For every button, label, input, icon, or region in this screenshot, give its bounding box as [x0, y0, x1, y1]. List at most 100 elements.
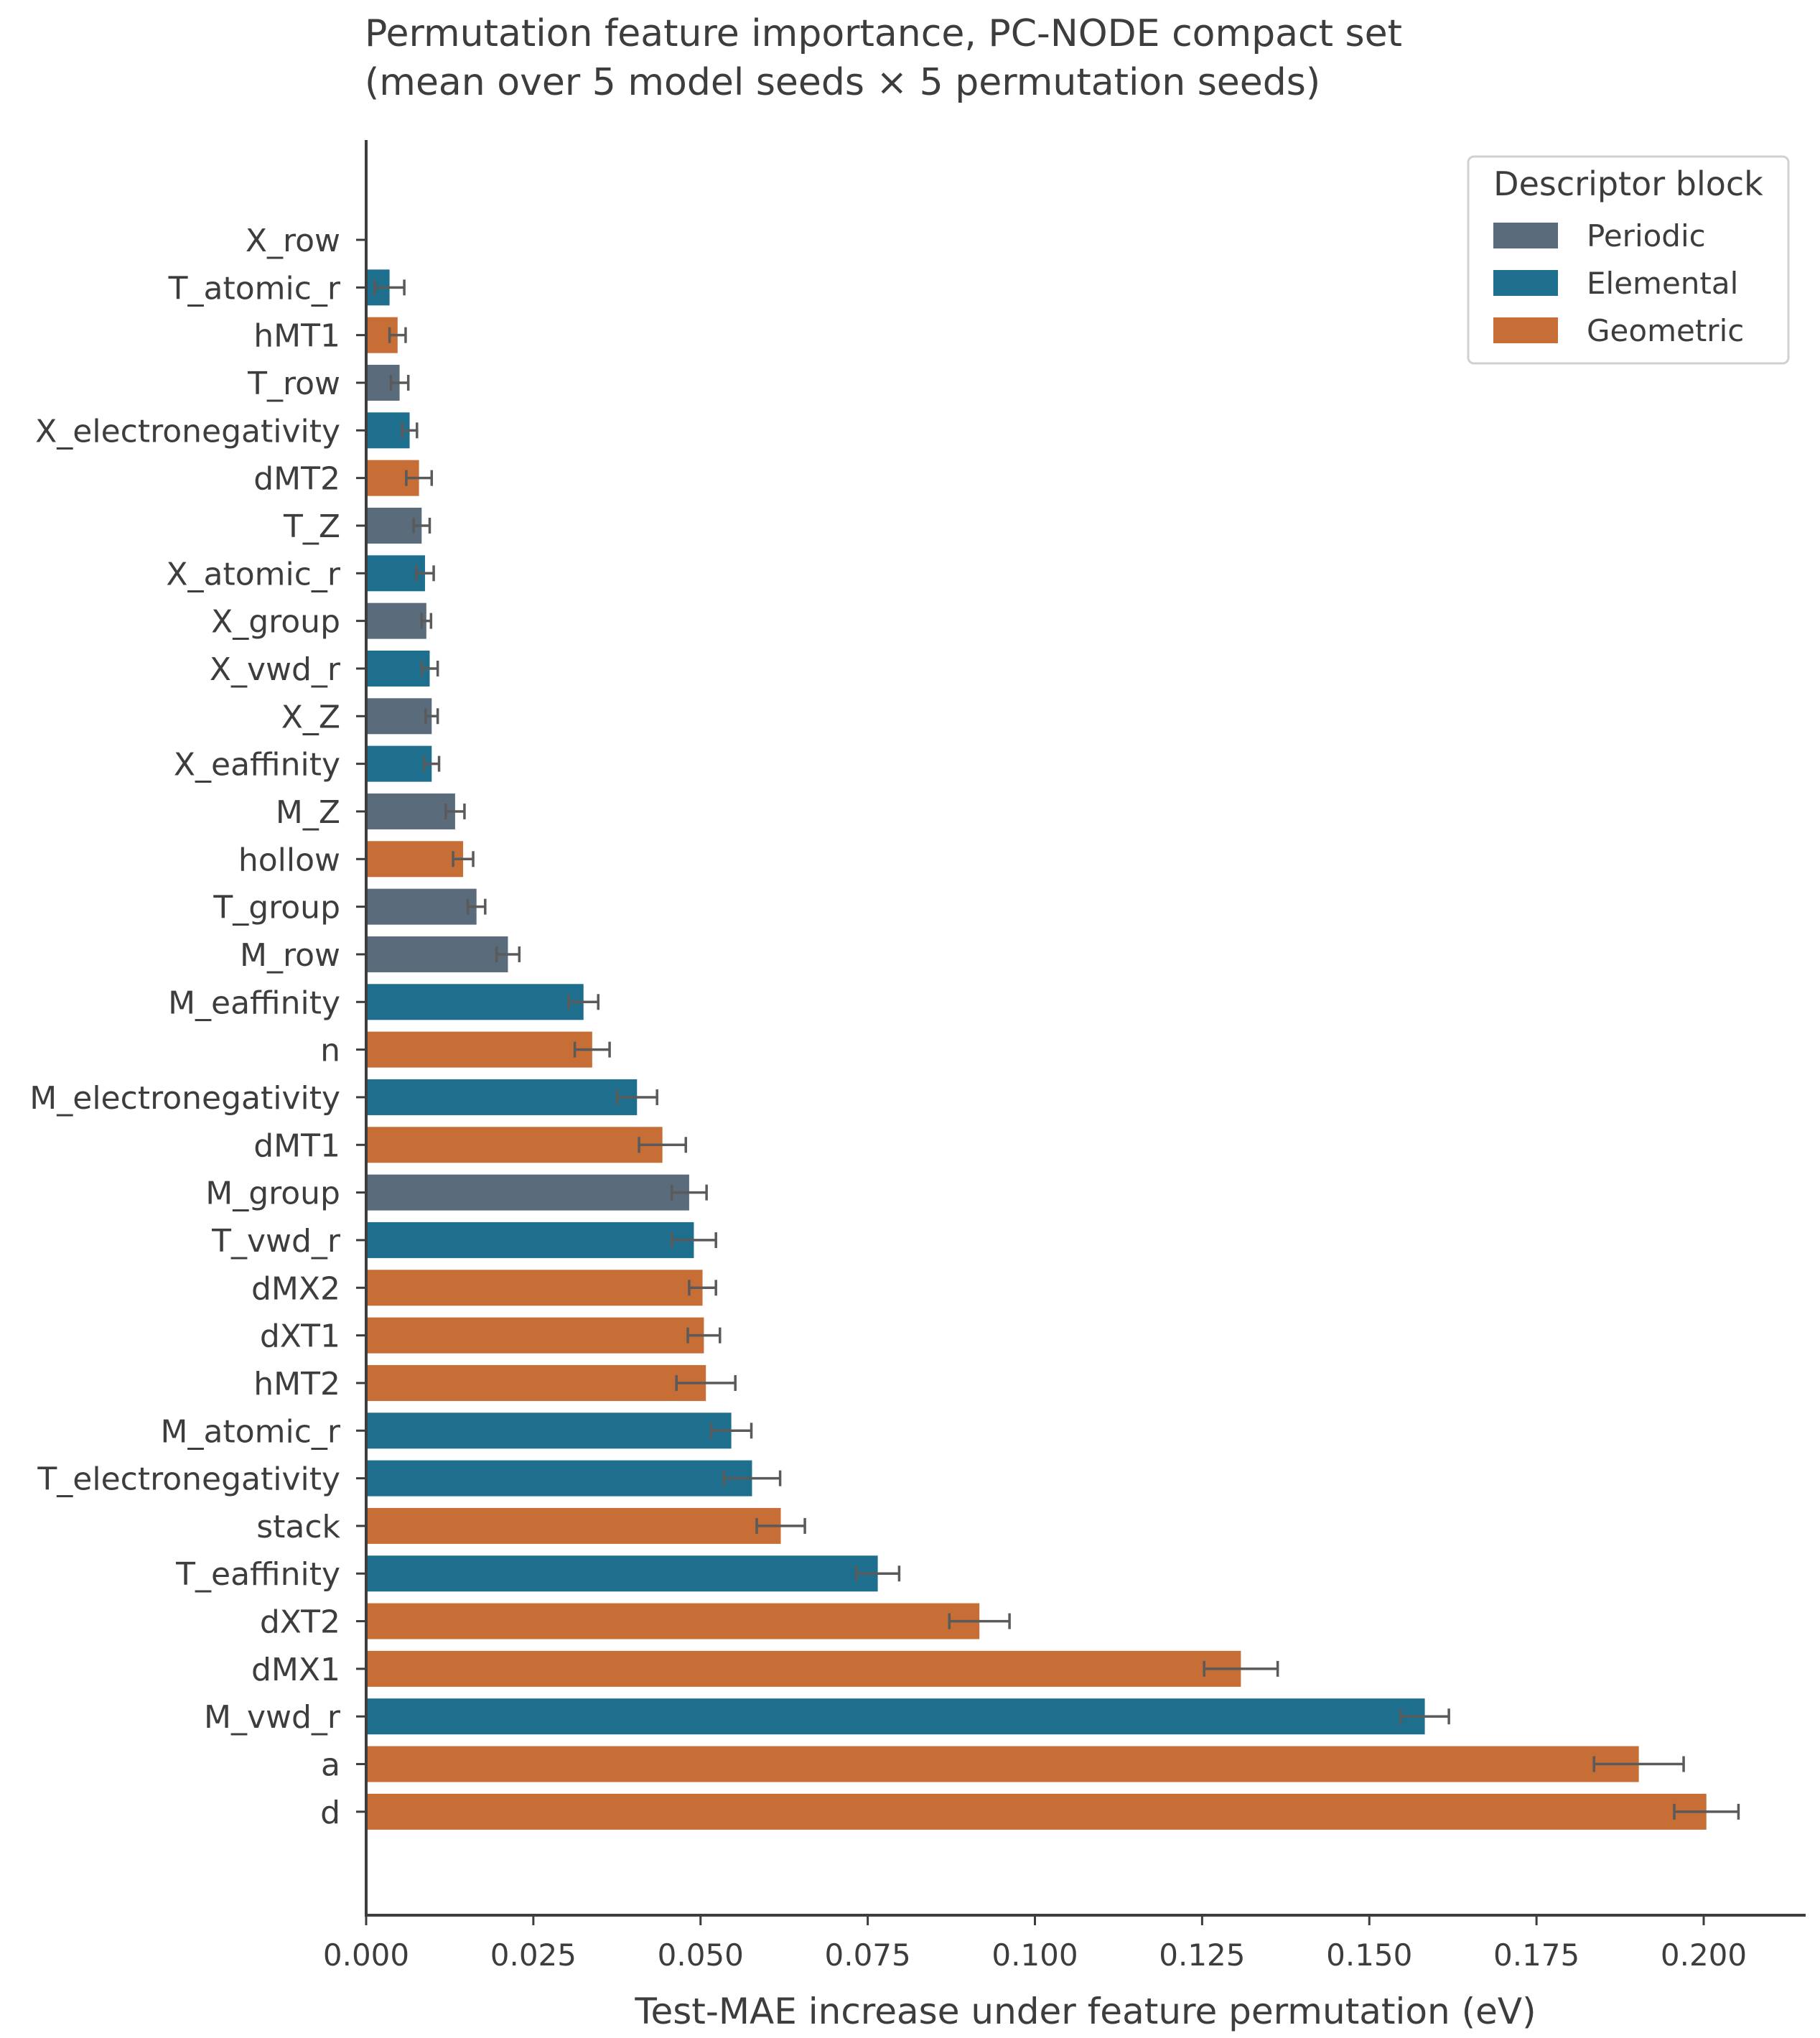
- errorbar-dmx2: [688, 1280, 717, 1296]
- x-tick-label-0.175: 0.175: [1493, 1937, 1579, 1973]
- y-tick-label-m-z: M_Z: [276, 794, 340, 831]
- errorbar-x-atomic-r: [415, 565, 435, 582]
- errorbar-a: [1592, 1756, 1685, 1772]
- bar-m-electronegativity: [366, 1079, 638, 1115]
- legend-label-periodic: Periodic: [1587, 218, 1706, 253]
- y-tick-label-hollow: hollow: [238, 842, 340, 878]
- y-tick-labels: X_row T_atomic_r hMT1 T_row X_electronegativ…: [29, 223, 366, 1831]
- bar-x-eaffinity: [366, 745, 432, 782]
- bar-m-group: [366, 1174, 689, 1211]
- bar-t-electronegativity: [366, 1460, 752, 1497]
- errorbar-m-vwd-r: [1399, 1708, 1450, 1725]
- y-tick-label-m-group: M_group: [205, 1176, 340, 1212]
- bar-hmt2: [366, 1364, 706, 1401]
- errorbar-x-vwd-r: [420, 660, 439, 676]
- bar-dxt1: [366, 1317, 704, 1354]
- errorbar-dmx1: [1203, 1660, 1279, 1677]
- errorbar-x-z: [424, 708, 439, 725]
- errorbar-m-z: [444, 803, 466, 819]
- errorbar-m-electronegativity: [615, 1089, 658, 1105]
- y-tick-label-x-z: X_Z: [281, 699, 340, 735]
- bar-n: [366, 1031, 592, 1068]
- bar-m-eaffinity: [366, 984, 584, 1020]
- bar-dmx2: [366, 1270, 703, 1306]
- errorbar-dmt2: [405, 470, 434, 486]
- legend: Descriptor block Periodic Elemental Geomet…: [1467, 155, 1790, 365]
- y-tick-label-x-electronegativity: X_electronegativity: [35, 413, 340, 450]
- x-tick-label-0.075: 0.075: [825, 1937, 911, 1973]
- chart-title-line1: Permutation feature importance, PC-NODE …: [365, 12, 1402, 55]
- y-tick-label-t-group: T_group: [213, 890, 340, 926]
- y-tick-label-a: a: [321, 1747, 340, 1784]
- errorbar-stack: [755, 1517, 806, 1534]
- bar-stack: [366, 1507, 781, 1544]
- y-tick-label-x-group: X_group: [211, 604, 340, 641]
- y-tick-label-hmt1: hMT1: [253, 318, 340, 355]
- y-tick-label-d: d: [320, 1795, 340, 1831]
- legend-swatch-periodic: [1493, 223, 1558, 248]
- legend-frame: [1467, 155, 1790, 365]
- bar-d: [366, 1793, 1707, 1830]
- errorbar-m-eaffinity: [567, 994, 599, 1010]
- y-tick-label-hmt2: hMT2: [253, 1366, 340, 1402]
- legend-entries: Periodic Elemental Geometric: [1493, 218, 1744, 348]
- errorbar-d: [1673, 1803, 1740, 1820]
- bar-dmt1: [366, 1127, 663, 1163]
- errorbar-x-eaffinity: [423, 755, 441, 772]
- y-tick-label-t-row: T_row: [247, 366, 340, 402]
- bar-m-z: [366, 793, 455, 829]
- errorbar-layer: [373, 279, 1740, 1820]
- y-tick-label-x-atomic-r: X_atomic_r: [166, 556, 341, 592]
- x-tick-label-0.150: 0.150: [1326, 1937, 1412, 1973]
- errorbar-hmt2: [675, 1374, 737, 1391]
- errorbar-t-atomic-r: [373, 279, 406, 296]
- errorbar-t-vwd-r: [670, 1232, 717, 1248]
- y-tick-label-m-eaffinity: M_eaffinity: [168, 985, 340, 1021]
- y-tick-label-x-eaffinity: X_eaffinity: [174, 747, 340, 783]
- bar-dxt2: [366, 1603, 980, 1639]
- errorbar-m-group: [670, 1184, 708, 1201]
- x-axis: 0.000 0.025 0.050 0.075 0.100 0.125 0.150 0.175…: [323, 1915, 1747, 1973]
- y-tick-label-x-row: X_row: [246, 223, 340, 259]
- legend-title: Descriptor block: [1493, 164, 1763, 203]
- bar-t-vwd-r: [366, 1222, 694, 1258]
- bar-t-group: [366, 888, 477, 925]
- x-tick-label-0.200: 0.200: [1661, 1937, 1747, 1973]
- errorbar-t-eaffinity: [855, 1565, 901, 1582]
- y-tick-label-dmt2: dMT2: [253, 461, 340, 498]
- errorbar-x-group: [420, 613, 433, 629]
- errorbar-x-electronegativity: [401, 422, 419, 439]
- chart-title-line2: (mean over 5 model seeds × 5 permutation…: [365, 61, 1320, 104]
- bars-layer: [366, 269, 1707, 1830]
- x-tick-label-0.100: 0.100: [991, 1937, 1078, 1973]
- legend-label-geometric: Geometric: [1587, 313, 1744, 348]
- errorbar-m-atomic-r: [709, 1423, 753, 1439]
- y-tick-label-n: n: [320, 1033, 340, 1069]
- chart-title: Permutation feature importance, PC-NODE …: [365, 12, 1402, 104]
- errorbar-t-z: [412, 517, 431, 534]
- bar-m-atomic-r: [366, 1413, 732, 1449]
- y-tick-label-dxt2: dXT2: [260, 1604, 340, 1641]
- y-tick-label-m-vwd-r: M_vwd_r: [204, 1699, 341, 1736]
- bar-x-group: [366, 602, 426, 639]
- errorbar-hollow: [452, 851, 475, 867]
- bar-m-row: [366, 936, 508, 972]
- y-tick-label-t-z: T_Z: [283, 508, 340, 545]
- errorbar-hmt1: [388, 327, 407, 343]
- errorbar-t-row: [389, 374, 410, 391]
- legend-swatch-elemental: [1493, 270, 1558, 296]
- y-tick-label-dmx1: dMX1: [251, 1652, 340, 1688]
- legend-swatch-geometric: [1493, 317, 1558, 343]
- y-tick-label-t-vwd-r: T_vwd_r: [211, 1223, 341, 1260]
- x-tick-label-0.025: 0.025: [490, 1937, 577, 1973]
- legend-label-elemental: Elemental: [1587, 266, 1738, 301]
- y-tick-label-m-atomic-r: M_atomic_r: [161, 1413, 341, 1450]
- y-tick-label-stack: stack: [256, 1509, 340, 1545]
- errorbar-m-row: [495, 946, 521, 962]
- errorbar-n: [573, 1041, 611, 1058]
- errorbar-t-electronegativity: [722, 1470, 782, 1486]
- y-tick-label-t-electronegativity: T_electronegativity: [37, 1461, 340, 1498]
- errorbar-dmt1: [638, 1137, 688, 1153]
- x-axis-label: Test-MAE increase under feature permutat…: [634, 1991, 1536, 2032]
